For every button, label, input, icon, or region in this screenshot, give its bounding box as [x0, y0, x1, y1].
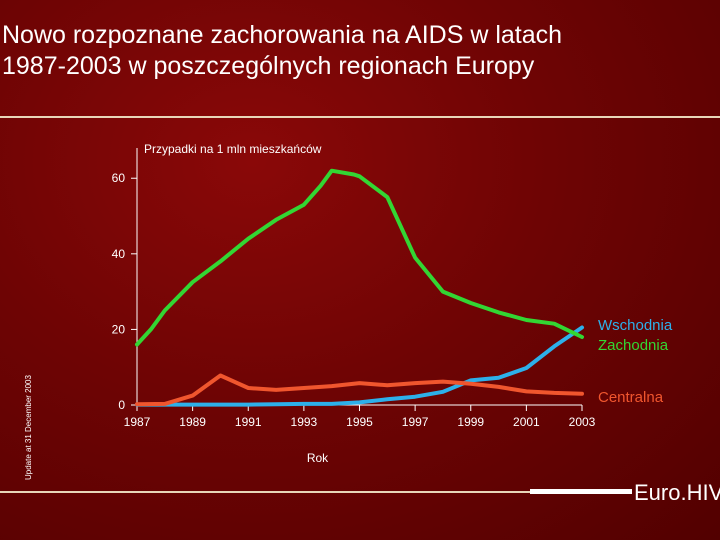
legend-label-centralna: Centralna	[598, 389, 664, 406]
data-point-zachodnia	[330, 169, 334, 173]
x-tick-label: 1999	[457, 415, 484, 429]
data-point-wschodnia	[274, 402, 278, 406]
x-axis-title: Rok	[307, 451, 329, 465]
data-point-wschodnia	[246, 403, 250, 407]
x-tick-label: 2001	[513, 415, 540, 429]
data-point-wschodnia	[441, 390, 445, 394]
data-point-centralna	[580, 392, 584, 396]
y-tick-label: 40	[112, 247, 126, 261]
data-point-centralna	[552, 391, 556, 395]
data-point-wschodnia	[218, 403, 222, 407]
data-point-centralna	[497, 385, 501, 389]
data-point-zachodnia	[580, 335, 584, 339]
data-point-zachodnia	[246, 237, 250, 241]
data-point-wschodnia	[552, 344, 556, 348]
data-point-wschodnia	[413, 395, 417, 399]
x-tick-label: 1997	[402, 415, 429, 429]
data-point-wschodnia	[330, 402, 334, 406]
data-point-zachodnia	[497, 310, 501, 314]
bottom-divider	[0, 491, 632, 493]
data-point-centralna	[163, 402, 167, 406]
data-point-wschodnia	[191, 403, 195, 407]
data-point-centralna	[358, 381, 361, 385]
data-point-centralna	[274, 388, 278, 392]
data-point-zachodnia	[218, 259, 222, 263]
data-point-zachodnia	[163, 309, 167, 313]
data-point-wschodnia	[524, 366, 528, 370]
y-tick-label: 20	[112, 322, 126, 336]
data-point-centralna	[135, 402, 139, 406]
y-tick-label: 0	[118, 398, 125, 412]
data-point-zachodnia	[524, 318, 528, 322]
data-point-zachodnia	[352, 172, 356, 176]
data-point-zachodnia	[319, 184, 323, 188]
x-tick-label: 2003	[569, 415, 596, 429]
series-line-centralna	[135, 373, 584, 407]
data-point-zachodnia	[191, 280, 195, 284]
data-point-zachodnia	[441, 290, 445, 294]
title-line-1: Nowo rozpoznane zachorowania na AIDS w l…	[2, 21, 563, 49]
data-point-centralna	[191, 394, 195, 398]
data-point-wschodnia	[497, 376, 501, 380]
x-tick-label: 1995	[346, 415, 373, 429]
data-point-wschodnia	[469, 378, 473, 382]
data-point-wschodnia	[580, 326, 584, 330]
data-point-zachodnia	[302, 203, 306, 207]
footer-logo-text: Euro.HIV	[634, 480, 720, 505]
data-point-centralna	[441, 380, 445, 384]
data-point-centralna	[302, 386, 306, 390]
x-tick-label: 1991	[235, 415, 262, 429]
data-point-zachodnia	[385, 195, 389, 199]
data-point-centralna	[246, 386, 250, 390]
x-tick-label: 1987	[124, 415, 151, 429]
data-point-zachodnia	[358, 174, 361, 178]
legend-label-wschodnia: Wschodnia	[598, 317, 673, 334]
data-point-centralna	[524, 389, 528, 393]
page-title: Nowo rozpoznane zachorowania na AIDS w l…	[2, 20, 718, 82]
data-point-centralna	[413, 381, 417, 385]
data-point-centralna	[330, 384, 334, 388]
y-tick-label: 60	[112, 171, 126, 185]
data-point-centralna	[469, 382, 473, 386]
bottom-divider-accent	[530, 489, 632, 494]
x-tick-label: 1993	[291, 415, 318, 429]
data-point-wschodnia	[385, 397, 389, 401]
series-line-zachodnia	[135, 168, 584, 347]
y-axis-title: Przypadki na 1 mln mieszkańców	[144, 142, 322, 156]
data-point-wschodnia	[302, 402, 306, 406]
data-point-centralna	[218, 374, 222, 378]
data-point-centralna	[385, 383, 389, 387]
data-point-wschodnia	[358, 400, 361, 404]
series-line-wschodnia	[135, 325, 584, 407]
data-point-zachodnia	[552, 322, 556, 326]
data-point-zachodnia	[274, 218, 278, 222]
title-line-2: 1987-2003 w poszczególnych regionach Eur…	[2, 52, 535, 80]
data-point-zachodnia	[135, 343, 139, 347]
legend-label-zachodnia: Zachodnia	[598, 337, 669, 354]
x-tick-label: 1989	[179, 415, 206, 429]
data-point-zachodnia	[469, 301, 473, 305]
data-point-zachodnia	[149, 327, 153, 331]
top-divider	[0, 116, 720, 118]
data-point-zachodnia	[413, 256, 417, 260]
